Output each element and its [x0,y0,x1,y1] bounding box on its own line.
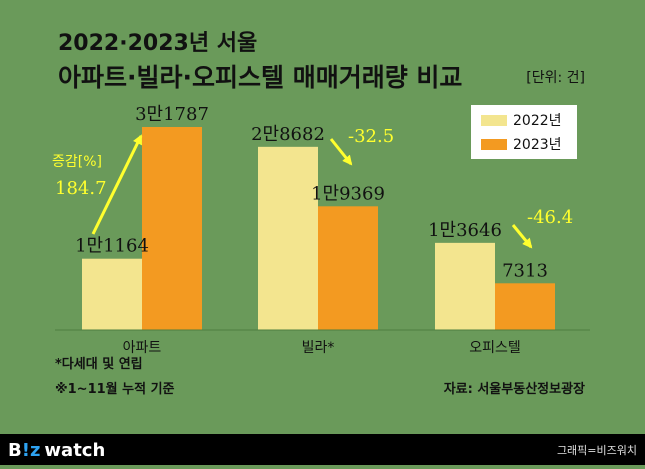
change-arrow-villa [329,138,353,166]
brand-logo-iz: !z [22,440,41,461]
x-label-apartment: 아파트 [123,340,162,356]
chart-canvas: 2022·2023년 서울 아파트·빌라·오피스텔 매매거래량 비교 [단위: … [52,31,590,397]
graphic-credit: 그래픽=비즈워치 [557,444,637,457]
legend-swatch-2022 [481,115,507,126]
bar-villa-2023 [318,206,378,330]
source-note: 자료: 서울부동산정보광장 [444,381,585,397]
villa-note: *다세대 및 연립 [55,356,143,372]
bar-apartment-2023 [142,127,202,330]
brand-logo-b: B [8,440,22,461]
bar-officetel-2022 [435,242,495,330]
value-label-apartment-2023: 3만1787 [135,104,209,125]
value-label-officetel-2022: 1만3646 [428,220,502,241]
title-line-2: 아파트·빌라·오피스텔 매매거래량 비교 [58,63,462,92]
change-label-apartment: 184.7 [55,178,107,199]
change-arrow-officetel [511,224,533,249]
change-label-villa: -32.5 [348,126,394,147]
bar-officetel-2023 [495,283,555,330]
change-arrow-apartment [91,134,143,235]
period-note: ※1~11월 누적 기준 [55,381,175,397]
legend-label-2022: 2022년 [513,113,562,129]
value-label-officetel-2023: 7313 [502,260,548,281]
bar-villa-2022 [258,146,318,330]
legend-swatch-2023 [481,139,507,150]
bar-apartment-2022 [82,258,142,330]
x-axis-labels: 아파트 빌라* 오피스텔 [123,340,521,356]
title-line-1: 2022·2023년 서울 [58,31,257,56]
value-label-villa-2023: 1만9369 [311,183,385,204]
legend: 2022년 2023년 [471,105,577,159]
value-label-villa-2022: 2만8682 [251,124,325,145]
x-label-villa: 빌라* [302,340,335,356]
change-label-officetel: -46.4 [527,207,573,228]
unit-label: [단위: 건] [526,70,585,86]
brand-logo: B!z watch [8,440,105,461]
footer-bar: B!z watch 그래픽=비즈워치 [0,434,645,465]
value-label-apartment-2022: 1만1164 [75,236,149,257]
legend-label-2023: 2023년 [513,137,562,153]
change-title: 증감[%] [52,154,102,170]
bar-layer [82,127,555,330]
x-label-officetel: 오피스텔 [469,340,521,356]
brand-logo-watch: watch [44,440,105,461]
